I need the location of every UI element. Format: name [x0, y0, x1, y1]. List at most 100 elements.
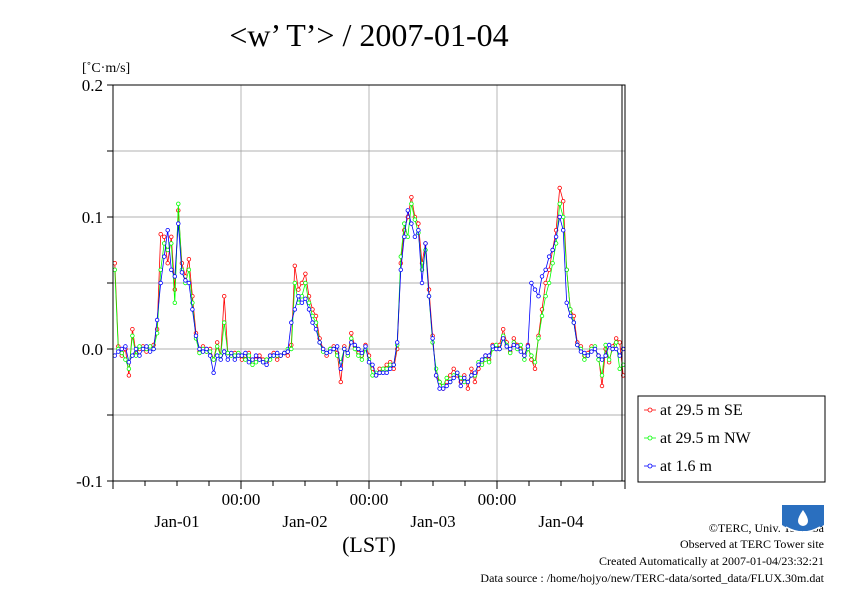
- data-point: [349, 340, 354, 345]
- data-point: [458, 383, 463, 389]
- data-point: [606, 342, 612, 348]
- data-point: [299, 294, 305, 299]
- data-point: [437, 386, 442, 391]
- data-point: [172, 300, 177, 305]
- data-point: [465, 379, 471, 385]
- data-point: [391, 362, 396, 367]
- legend-swatch-marker: [647, 435, 653, 441]
- data-point: [292, 263, 297, 268]
- data-point: [539, 274, 545, 279]
- data-point: [317, 340, 322, 345]
- data-point: [292, 307, 297, 312]
- data-point: [546, 267, 552, 272]
- data-point: [158, 280, 163, 286]
- data-point: [313, 320, 319, 325]
- data-point: [214, 340, 220, 345]
- data-point: [603, 353, 608, 358]
- data-point: [221, 349, 227, 354]
- data-point: [193, 333, 199, 338]
- data-point: [289, 346, 294, 352]
- data-point: [476, 362, 481, 367]
- data-point: [190, 307, 195, 312]
- data-point: [296, 294, 301, 299]
- data-point: [444, 375, 449, 381]
- data-point: [282, 350, 287, 356]
- data-point: [412, 217, 418, 222]
- data-point: [172, 287, 177, 292]
- data-point: [395, 340, 400, 345]
- data-point: [299, 300, 305, 305]
- data-point: [522, 353, 527, 358]
- data-point: [501, 336, 506, 341]
- data-point: [511, 342, 516, 348]
- x-tick-date-label: Jan-01: [154, 512, 199, 531]
- data-point: [285, 349, 290, 354]
- data-point: [123, 357, 128, 362]
- data-point: [532, 360, 538, 365]
- data-point: [599, 373, 605, 378]
- data-point: [578, 349, 584, 354]
- data-point: [338, 379, 343, 385]
- data-point: [239, 357, 245, 362]
- data-point: [165, 247, 170, 253]
- data-point: [419, 280, 425, 286]
- data-point: [564, 300, 569, 305]
- legend: at 29.5 m SE at 29.5 m NW at 1.6 m: [637, 395, 826, 483]
- legend-label: at 29.5 m SE: [660, 402, 743, 419]
- data-point: [483, 357, 488, 362]
- data-point: [550, 261, 555, 266]
- data-point: [490, 344, 495, 349]
- x-tick-date-label: Jan-02: [282, 512, 327, 531]
- data-point: [610, 346, 615, 352]
- data-point: [596, 357, 601, 362]
- data-point: [137, 344, 142, 349]
- series-layer: [112, 185, 626, 391]
- data-point: [469, 373, 474, 378]
- data-point: [123, 344, 128, 349]
- data-point: [568, 313, 573, 319]
- data-point: [543, 267, 548, 272]
- data-point: [451, 375, 456, 381]
- series-3: [112, 208, 626, 391]
- footer-site: Observed at TERC Tower site: [679, 537, 824, 551]
- legend-box: [637, 395, 826, 483]
- data-point: [441, 386, 446, 391]
- data-point: [338, 366, 343, 371]
- data-point: [504, 344, 509, 349]
- data-point: [186, 280, 192, 286]
- data-point: [617, 340, 622, 345]
- data-point: [536, 294, 541, 299]
- data-point: [483, 353, 488, 358]
- data-point: [472, 370, 478, 375]
- data-point: [391, 366, 396, 371]
- data-point: [582, 357, 587, 362]
- y-axis-unit-label: [˚C·m/s]: [82, 61, 130, 76]
- data-point: [328, 349, 333, 354]
- data-point: [433, 366, 439, 371]
- data-point: [469, 366, 474, 371]
- data-point: [592, 346, 598, 352]
- footer-source: Data source : /home/hojyo/new/TERC-data/…: [480, 571, 824, 585]
- data-point: [465, 386, 471, 391]
- data-point: [409, 221, 414, 226]
- data-point: [536, 336, 541, 341]
- data-point: [267, 353, 273, 358]
- data-point: [356, 353, 361, 358]
- data-point: [539, 313, 545, 319]
- data-point: [232, 357, 237, 362]
- data-point: [285, 353, 290, 358]
- data-point: [197, 346, 202, 352]
- data-point: [126, 366, 132, 371]
- data-point: [197, 350, 202, 356]
- data-point: [501, 327, 506, 332]
- data-point: [472, 379, 478, 385]
- data-point: [112, 267, 117, 272]
- data-point: [253, 360, 259, 365]
- data-point: [557, 201, 562, 206]
- data-point: [176, 201, 181, 206]
- data-point: [518, 349, 523, 354]
- data-point: [606, 357, 612, 362]
- data-point: [204, 346, 209, 352]
- data-point: [384, 366, 389, 371]
- data-point: [130, 333, 135, 338]
